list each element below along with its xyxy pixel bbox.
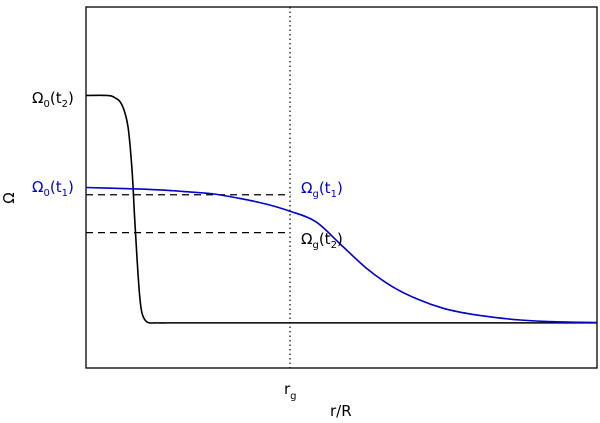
annotation-omegag-t1: Ωg(t1) (301, 179, 343, 200)
annotation-omega0-t1: Ω0(t1) (32, 178, 74, 199)
rg-label: rg (284, 380, 297, 402)
x-axis-label: r/R (330, 402, 352, 420)
annotation-omegag-t2: Ωg(t2) (301, 230, 343, 251)
series-black-curve (85, 94, 597, 324)
y-axis-label: Ω (0, 192, 18, 203)
annotation-omega0-t2: Ω0(t2) (32, 89, 74, 110)
series-blue-curve (85, 186, 598, 324)
